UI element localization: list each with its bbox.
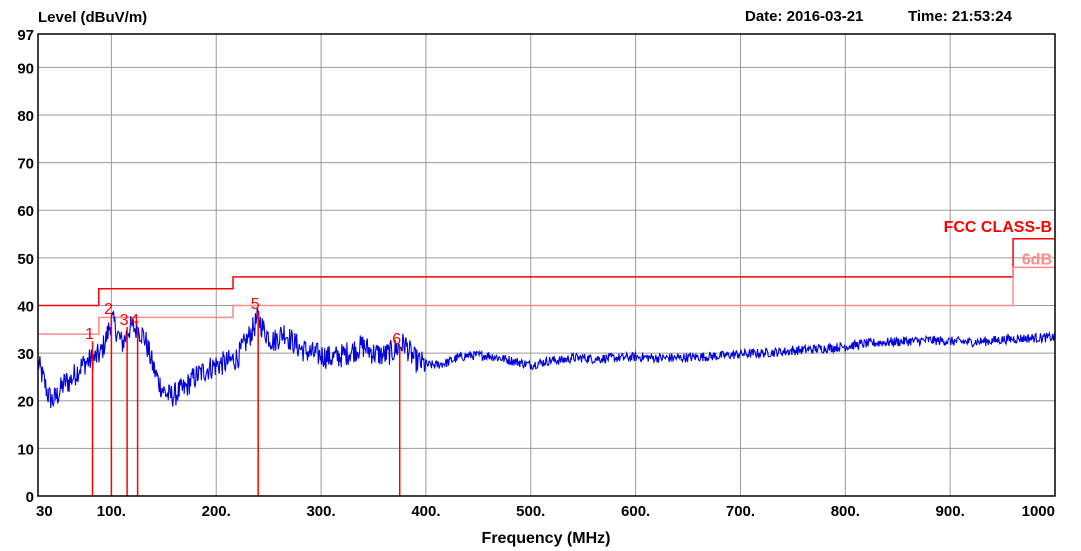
- x-tick-label: 400.: [411, 503, 440, 520]
- x-tick-label: 200.: [202, 503, 231, 520]
- y-tick-label: 40: [17, 298, 34, 315]
- x-tick-label: 500.: [516, 503, 545, 520]
- x-tick-label: 900.: [936, 503, 965, 520]
- y-tick-label: 10: [17, 441, 34, 458]
- x-tick-label: 1000: [1022, 503, 1055, 520]
- time-label: Time: 21:53:24: [908, 8, 1012, 25]
- marker-label-6: 6: [392, 331, 401, 348]
- marker-label-3: 3: [120, 312, 129, 329]
- marker-label-4: 4: [130, 312, 139, 329]
- x-axis-label: Frequency (MHz): [482, 530, 611, 547]
- x-tick-label: 700.: [726, 503, 755, 520]
- y-tick-label: 60: [17, 203, 34, 220]
- x-tick-label: 300.: [306, 503, 335, 520]
- limit-label-fcc-class-b: FCC CLASS-B: [944, 219, 1052, 236]
- x-tick-label: 100.: [97, 503, 126, 520]
- y-tick-label: 80: [17, 108, 34, 125]
- marker-label-5: 5: [251, 296, 260, 313]
- grid: [38, 34, 1055, 496]
- limit-lines: [38, 238, 1055, 335]
- markers: 123 4 5 6: [85, 296, 401, 496]
- marker-label-1: 1: [85, 326, 94, 343]
- x-tick-label: 30: [36, 503, 53, 520]
- y-tick-label: 30: [17, 346, 34, 363]
- limit-line-1: [38, 238, 1055, 307]
- y-tick-label: 90: [17, 60, 34, 77]
- y-tick-label: 50: [17, 251, 34, 268]
- limit-line-2: [38, 266, 1055, 335]
- y-axis-title: Level (dBuV/m): [38, 9, 148, 26]
- tick-labels: 30 100. 200. 300. 400. 500. 600. 700. 800. 900. 10…: [17, 27, 1055, 520]
- limit-label-6db: 6dB: [1022, 251, 1052, 268]
- marker-label-2: 2: [104, 301, 113, 318]
- x-tick-label: 600.: [621, 503, 650, 520]
- measurement-trace: [37, 307, 1056, 409]
- series: [37, 307, 1056, 409]
- y-tick-label: 97: [17, 27, 34, 44]
- plot-frame: [37, 33, 1056, 497]
- y-tick-label: 0: [26, 489, 34, 506]
- y-tick-label: 70: [17, 156, 34, 173]
- date-label: Date: 2016-03-21: [745, 8, 864, 25]
- y-tick-label: 20: [17, 394, 34, 411]
- x-tick-label: 800.: [831, 503, 860, 520]
